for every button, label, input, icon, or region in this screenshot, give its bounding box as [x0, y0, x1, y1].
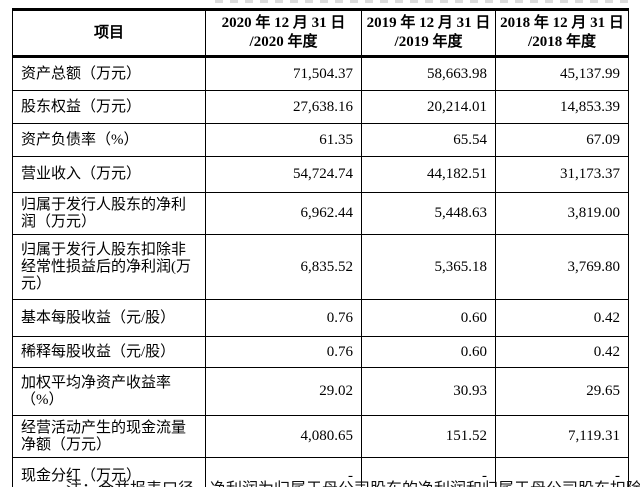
value-2020: 0.76 [205, 336, 362, 368]
value-2018: 29.65 [495, 367, 629, 416]
value-2019: 58,663.98 [361, 56, 496, 91]
row-label: 现金分红（万元） [12, 457, 206, 487]
period-year-2018: /2018 年度 [528, 34, 596, 50]
row-label: 加权平均净资产收益率（%） [12, 367, 206, 416]
column-header-item: 项目 [12, 8, 206, 58]
column-header-item-label: 项目 [93, 24, 124, 41]
row-label: 股东权益（万元） [12, 90, 206, 124]
column-header-2019: 2019 年 12 月 31 日 /2019 年度 [361, 8, 496, 58]
value-2019: 30.93 [361, 367, 496, 416]
column-header-2020: 2020 年 12 月 31 日 /2020 年度 [205, 8, 362, 58]
value-2018: 31,173.37 [495, 156, 629, 193]
row-label: 归属于发行人股东的净利润（万元） [12, 192, 206, 235]
period-date-2019: 2019 年 12 月 31 日 [366, 15, 491, 31]
value-2019: 0.60 [361, 299, 496, 337]
table-row: 基本每股收益（元/股） 0.76 0.60 0.42 [12, 299, 629, 337]
value-2020: 61.35 [205, 123, 362, 157]
clipped-note-text: 注：合并报表口径，净利润为归属于母公司股东的净利润和归属于母公司股东扣除非经常性… [0, 481, 640, 487]
period-year-2019: /2019 年度 [394, 34, 463, 50]
period-date-2020: 2020 年 12 月 31 日 [221, 15, 346, 31]
value-2018: 0.42 [495, 336, 629, 368]
value-2020: 29.02 [205, 367, 362, 416]
value-2020: 6,835.52 [205, 234, 362, 300]
table-row: 营业收入（万元） 54,724.74 44,182.51 31,173.37 [12, 156, 629, 193]
value-2018: 3,819.00 [495, 192, 629, 235]
table-body: 资产总额（万元） 71,504.37 58,663.98 45,137.99 股… [12, 56, 629, 487]
clipped-text-artifact [215, 0, 629, 3]
row-label: 经营活动产生的现金流量净额（万元） [12, 415, 206, 458]
value-2020: - [205, 457, 362, 487]
value-2018: - [495, 457, 629, 487]
table-row: 稀释每股收益（元/股） 0.76 0.60 0.42 [12, 336, 629, 368]
value-2019: 0.60 [361, 336, 496, 368]
value-2018: 14,853.39 [495, 90, 629, 124]
value-2018: 3,769.80 [495, 234, 629, 300]
table-row: 资产总额（万元） 71,504.37 58,663.98 45,137.99 [12, 56, 629, 91]
value-2020: 0.76 [205, 299, 362, 337]
row-label: 营业收入（万元） [12, 156, 206, 193]
value-2019: 65.54 [361, 123, 496, 157]
period-year-2020: /2020 年度 [249, 34, 318, 50]
value-2019: 5,365.18 [361, 234, 496, 300]
table-row: 经营活动产生的现金流量净额（万元） 4,080.65 151.52 7,119.… [12, 415, 629, 458]
value-2020: 6,962.44 [205, 192, 362, 235]
row-label: 资产负债率（%） [12, 123, 206, 157]
value-2019: 44,182.51 [361, 156, 496, 193]
row-label: 基本每股收益（元/股） [12, 299, 206, 337]
value-2020: 71,504.37 [205, 56, 362, 91]
table-row: 股东权益（万元） 27,638.16 20,214.01 14,853.39 [12, 90, 629, 124]
table-row: 资产负债率（%） 61.35 65.54 67.09 [12, 123, 629, 157]
value-2018: 67.09 [495, 123, 629, 157]
table-header-row: 项目 2020 年 12 月 31 日 /2020 年度 2019 年 12 月… [12, 8, 629, 58]
value-2018: 45,137.99 [495, 56, 629, 91]
row-label: 归属于发行人股东扣除非经常性损益后的净利润(万元） [12, 234, 206, 300]
value-2018: 7,119.31 [495, 415, 629, 458]
column-header-2018: 2018 年 12 月 31 日 /2018 年度 [495, 8, 629, 58]
row-label: 资产总额（万元） [12, 56, 206, 91]
value-2020: 4,080.65 [205, 415, 362, 458]
value-2019: 151.52 [361, 415, 496, 458]
financial-summary-table: 项目 2020 年 12 月 31 日 /2020 年度 2019 年 12 月… [12, 8, 629, 487]
table-row: 现金分红（万元） - - - [12, 457, 629, 487]
table-row: 归属于发行人股东的净利润（万元） 6,962.44 5,448.63 3,819… [12, 192, 629, 235]
value-2020: 54,724.74 [205, 156, 362, 193]
value-2019: 5,448.63 [361, 192, 496, 235]
value-2019: 20,214.01 [361, 90, 496, 124]
row-label: 稀释每股收益（元/股） [12, 336, 206, 368]
table-row: 归属于发行人股东扣除非经常性损益后的净利润(万元） 6,835.52 5,365… [12, 234, 629, 300]
value-2018: 0.42 [495, 299, 629, 337]
value-2020: 27,638.16 [205, 90, 362, 124]
table-row: 加权平均净资产收益率（%） 29.02 30.93 29.65 [12, 367, 629, 416]
value-2019: - [361, 457, 496, 487]
period-date-2018: 2018 年 12 月 31 日 [500, 15, 624, 31]
